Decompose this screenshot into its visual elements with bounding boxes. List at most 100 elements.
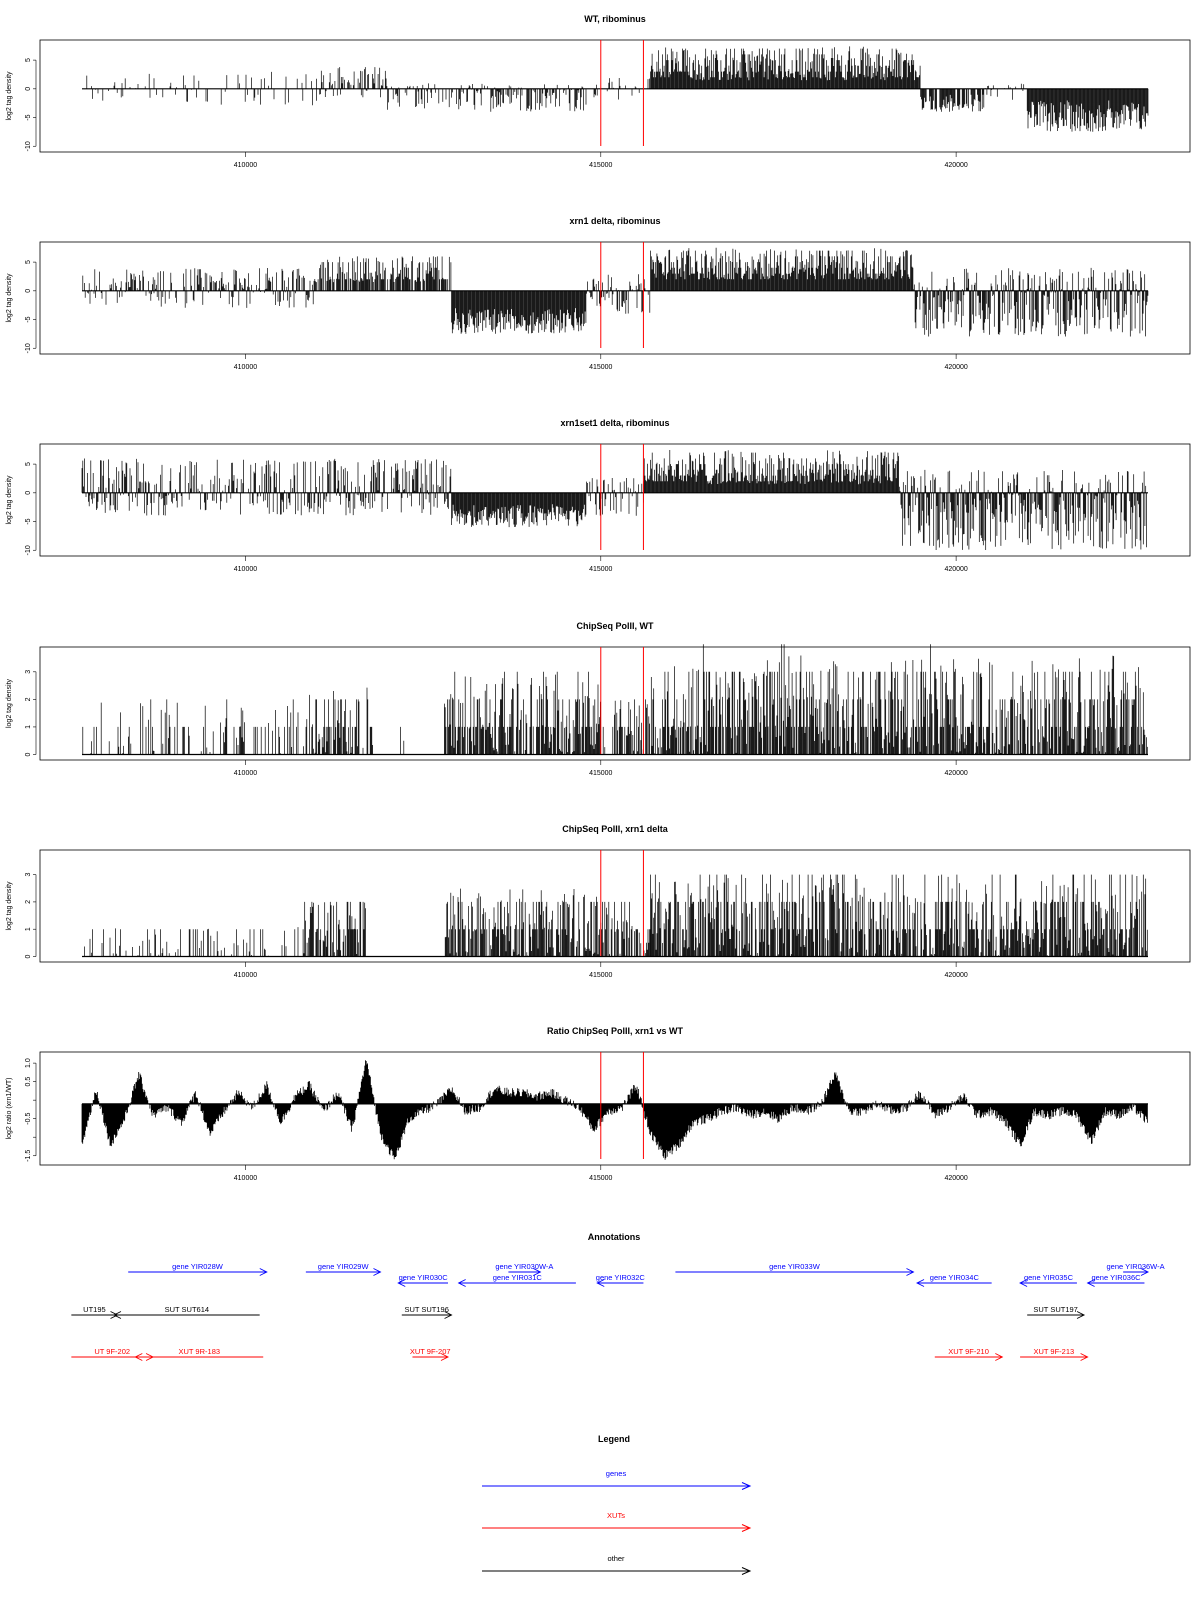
annotation-feature: gene YIR035C	[1019, 1273, 1077, 1287]
feature-label: gene YIR033W	[769, 1262, 821, 1271]
x-tick-label: 410000	[234, 364, 257, 371]
ratio-area	[81, 1060, 1148, 1160]
feature-label: gene YIR030C	[399, 1273, 449, 1282]
legend-item: XUTs	[482, 1511, 752, 1532]
y-tick-label: 0	[25, 954, 32, 958]
bar-segment	[84, 927, 299, 957]
annotations-panel: Annotations gene YIR028W gene YIR029W gene …	[71, 1232, 1165, 1361]
annotation-feature: gene YIR031C	[457, 1273, 576, 1287]
panel-6: Ratio ChipSeq PolII, xrn1 vs WT log2 rati…	[6, 1026, 1191, 1182]
arrow-head	[916, 1279, 925, 1287]
legend-arrow	[741, 1524, 752, 1532]
x-tick-label: 420000	[944, 162, 967, 169]
arrow-head	[112, 1311, 122, 1319]
bar-segment	[602, 699, 650, 755]
y-axis: -10 -5 0 5	[25, 462, 37, 555]
y-tick-label: -10	[25, 141, 32, 151]
annotation-feature: gene YIR032C	[596, 1273, 646, 1287]
y-tick-label: 5	[25, 58, 32, 62]
arrow-head	[533, 1268, 542, 1276]
bar-segment	[82, 268, 316, 308]
y-tick-label: 0	[25, 752, 32, 756]
arrow-head	[397, 1279, 406, 1287]
bar-segment	[898, 469, 1147, 550]
annotation-feature: gene YIR034C	[916, 1273, 992, 1287]
y-tick-label: 5	[25, 260, 32, 264]
x-tick-label: 410000	[234, 770, 257, 777]
y-axis-label: log2 tag density	[6, 881, 13, 931]
y-tick-label: -0.5	[25, 1113, 32, 1125]
arrow-head	[1080, 1353, 1089, 1361]
panel-title: xrn1 delta, ribominus	[569, 216, 660, 226]
y-axis: -10 -5 0 5	[25, 260, 37, 353]
x-tick-label: 415000	[589, 364, 612, 371]
y-axis-label: log2 tag density	[6, 273, 13, 323]
bar-segment	[643, 450, 899, 493]
annotation-feature: SUT SUT196	[401, 1305, 453, 1319]
y-tick-label: -5	[25, 114, 32, 120]
annotation-feature: XUT 9F-207	[410, 1347, 451, 1361]
plot-frame	[39, 849, 1191, 963]
y-tick-label: -5	[25, 316, 32, 322]
plot-frame	[39, 241, 1191, 355]
x-axis: 410000 415000 420000	[234, 556, 968, 573]
x-tick-label: 410000	[234, 1175, 257, 1182]
legend-arrow	[741, 1567, 752, 1575]
data-marks	[82, 874, 1148, 958]
annotation-feature: gene YIR029W	[305, 1262, 382, 1276]
panel-3: xrn1set1 delta, ribominus log2 tag densit…	[6, 418, 1191, 573]
data-marks	[81, 450, 1148, 550]
y-axis: -1.5 -0.5 0.5 1.0	[25, 1058, 37, 1162]
legend-arrow	[741, 1482, 752, 1490]
bar-segment	[606, 78, 650, 100]
bar-segment	[81, 458, 452, 516]
bar-segment	[444, 888, 600, 957]
bar-segment	[309, 687, 373, 755]
y-tick-label: 2	[25, 697, 32, 701]
y-axis: 0 1 2 3	[25, 873, 37, 958]
data-marks	[82, 46, 1149, 132]
feature-label: XUT 9F-207	[410, 1347, 451, 1356]
annotation-feature: UT195	[71, 1305, 119, 1319]
feature-label: gene YIR032C	[596, 1273, 646, 1282]
arrow-head	[1086, 1279, 1095, 1287]
panel-title: Ratio ChipSeq PolII, xrn1 vs WT	[547, 1026, 684, 1036]
annotation-feature: gene YIR033W	[675, 1262, 915, 1276]
bar-segment	[86, 71, 317, 106]
annotation-feature: gene YIR036C	[1086, 1273, 1145, 1287]
x-tick-label: 415000	[589, 566, 612, 573]
arrow-head	[995, 1353, 1004, 1361]
y-axis: -10 -5 0 5	[25, 58, 37, 151]
feature-label: gene YIR036W-A	[1107, 1262, 1165, 1271]
bar-segment	[1026, 88, 1149, 132]
y-tick-label: -10	[25, 545, 32, 555]
annotation-feature: XUT 9F-213	[1020, 1347, 1089, 1361]
y-tick-label: 1.0	[25, 1058, 32, 1068]
bar-segment	[650, 46, 921, 89]
x-axis: 410000 415000 420000	[234, 760, 968, 777]
plot-frame	[39, 39, 1191, 153]
x-tick-label: 415000	[589, 972, 612, 979]
y-tick-label: 0	[25, 289, 32, 293]
bar-segment	[650, 247, 914, 291]
bar-segment	[82, 699, 308, 755]
feature-label: SUT SUT197	[1033, 1305, 1077, 1314]
feature-label: UT 9F-202	[94, 1347, 130, 1356]
x-tick-label: 420000	[944, 972, 967, 979]
bar-segment	[586, 274, 651, 314]
x-tick-label: 420000	[944, 1175, 967, 1182]
feature-label: gene YIR030W-A	[495, 1262, 553, 1271]
bar-segment	[586, 478, 644, 516]
x-tick-label: 410000	[234, 566, 257, 573]
bar-segment	[302, 901, 366, 957]
legend-panel: Legend genes XUTs other	[482, 1434, 752, 1575]
bar-segment	[444, 671, 601, 755]
x-tick-label: 420000	[944, 364, 967, 371]
annotation-feature: gene YIR036W-A	[1107, 1262, 1165, 1276]
y-tick-label: 3	[25, 670, 32, 674]
x-axis: 410000 415000 420000	[234, 962, 968, 979]
y-axis-label: log2 ratio (xrn1/WT)	[6, 1078, 13, 1140]
y-axis: 0 1 2 3	[25, 670, 37, 756]
feature-label: gene YIR029W	[318, 1262, 370, 1271]
panel-1: WT, ribominus log2 tag density -10 -5 0 5 4100…	[6, 14, 1191, 169]
